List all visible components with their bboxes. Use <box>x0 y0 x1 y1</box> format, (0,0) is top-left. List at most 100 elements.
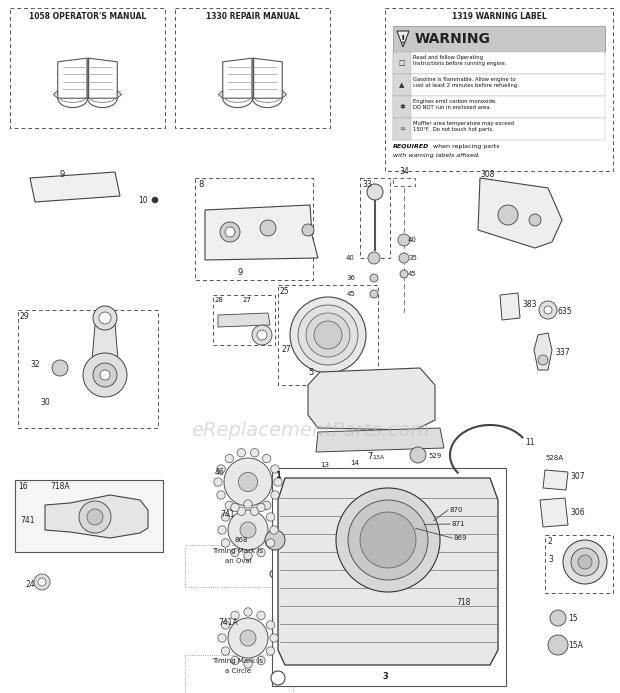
Text: 337: 337 <box>555 348 570 357</box>
Circle shape <box>217 465 225 473</box>
Bar <box>278 285 378 385</box>
Bar <box>175 8 330 128</box>
Text: 635: 635 <box>558 307 573 316</box>
Bar <box>213 295 275 345</box>
Bar <box>393 96 605 118</box>
Text: REQUIRED: REQUIRED <box>393 144 430 149</box>
Text: 35: 35 <box>408 255 417 261</box>
Polygon shape <box>223 58 252 98</box>
Text: 2: 2 <box>548 537 553 546</box>
Circle shape <box>538 355 548 365</box>
Polygon shape <box>88 58 117 98</box>
Polygon shape <box>478 178 562 248</box>
Text: 9: 9 <box>60 170 65 179</box>
Circle shape <box>400 270 408 278</box>
Circle shape <box>221 513 229 521</box>
Text: 15: 15 <box>568 614 578 623</box>
Circle shape <box>221 538 229 547</box>
Text: 11: 11 <box>525 438 534 447</box>
Text: 15A: 15A <box>568 641 583 650</box>
Text: !: ! <box>401 35 405 45</box>
Text: 9: 9 <box>237 268 242 277</box>
Text: 1058 OPERATOR'S MANUAL: 1058 OPERATOR'S MANUAL <box>29 12 146 21</box>
Circle shape <box>336 488 440 592</box>
Text: ✱: ✱ <box>399 104 405 110</box>
Text: Engines emit carbon monoxide.
DO NOT run in enclosed area.: Engines emit carbon monoxide. DO NOT run… <box>413 99 497 109</box>
Text: □: □ <box>399 60 405 66</box>
Circle shape <box>563 540 607 584</box>
Circle shape <box>267 621 275 629</box>
Circle shape <box>240 522 256 538</box>
Text: 3: 3 <box>382 672 388 681</box>
Text: 871: 871 <box>452 521 466 527</box>
Polygon shape <box>253 58 282 98</box>
Circle shape <box>348 500 428 580</box>
Circle shape <box>237 448 246 457</box>
Circle shape <box>529 214 541 226</box>
Circle shape <box>100 370 110 380</box>
Text: a Circle: a Circle <box>225 668 251 674</box>
Text: 718A: 718A <box>50 482 69 491</box>
Polygon shape <box>58 58 87 98</box>
Text: 25: 25 <box>280 287 290 296</box>
Circle shape <box>83 353 127 397</box>
Circle shape <box>410 447 426 463</box>
Circle shape <box>314 321 342 349</box>
Bar <box>272 468 506 686</box>
Circle shape <box>250 448 259 457</box>
Polygon shape <box>543 470 568 490</box>
Circle shape <box>265 530 285 550</box>
Polygon shape <box>316 428 444 452</box>
Circle shape <box>267 513 275 521</box>
Circle shape <box>267 647 275 655</box>
Text: 5: 5 <box>308 368 313 377</box>
Circle shape <box>257 548 265 556</box>
Text: 34: 34 <box>399 167 409 176</box>
Circle shape <box>571 548 599 576</box>
Circle shape <box>38 578 46 586</box>
Circle shape <box>539 301 557 319</box>
Bar <box>448 505 488 540</box>
Polygon shape <box>218 313 270 327</box>
Text: 3: 3 <box>548 555 553 564</box>
Circle shape <box>217 491 225 499</box>
Circle shape <box>548 635 568 655</box>
Bar <box>393 52 411 74</box>
Text: ▲: ▲ <box>399 82 405 88</box>
Circle shape <box>262 455 271 463</box>
Text: 13A: 13A <box>372 455 384 460</box>
Circle shape <box>99 312 111 324</box>
Circle shape <box>270 526 278 534</box>
Text: 27: 27 <box>281 345 291 354</box>
Bar <box>393 118 411 140</box>
Text: 1319 WARNING LABEL: 1319 WARNING LABEL <box>451 12 546 21</box>
Bar <box>393 52 605 74</box>
Circle shape <box>270 634 278 642</box>
Text: when replacing parts: when replacing parts <box>431 144 500 149</box>
Circle shape <box>550 610 566 626</box>
Bar <box>10 8 165 128</box>
Circle shape <box>52 360 68 376</box>
Text: 36: 36 <box>346 275 355 281</box>
Text: 7: 7 <box>367 452 373 461</box>
Circle shape <box>360 512 416 568</box>
Polygon shape <box>500 293 520 320</box>
Circle shape <box>257 611 265 620</box>
Circle shape <box>220 222 240 242</box>
Text: 718: 718 <box>456 598 471 607</box>
Polygon shape <box>278 478 498 665</box>
Bar <box>15 480 163 552</box>
Circle shape <box>274 477 282 486</box>
Circle shape <box>214 477 222 486</box>
Text: 306: 306 <box>570 508 585 517</box>
Polygon shape <box>282 90 286 98</box>
Circle shape <box>79 501 111 533</box>
Bar <box>393 96 411 118</box>
Circle shape <box>231 503 239 511</box>
Circle shape <box>152 197 158 203</box>
Text: 28: 28 <box>215 297 224 303</box>
Circle shape <box>244 552 252 560</box>
Bar <box>185 545 293 587</box>
Text: 8: 8 <box>198 180 203 189</box>
Text: 29: 29 <box>20 312 30 321</box>
